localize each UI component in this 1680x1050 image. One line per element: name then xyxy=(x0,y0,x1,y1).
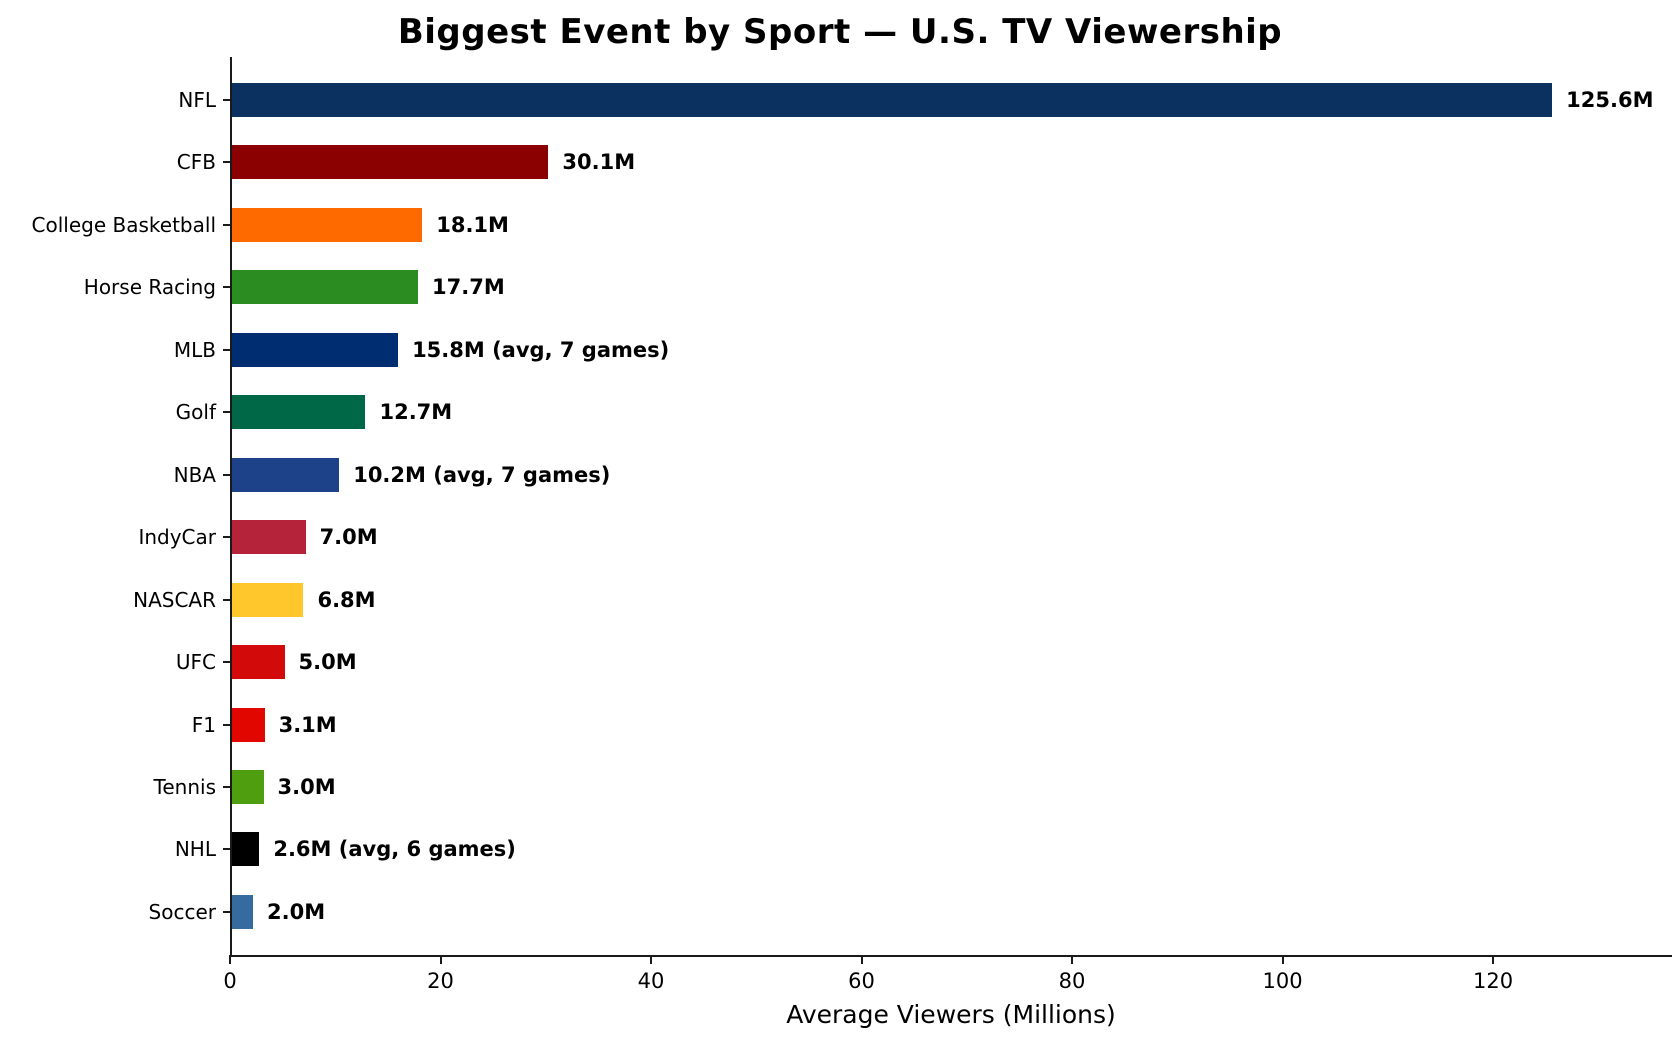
bar-row: MLB 15.8M (avg, 7 games) xyxy=(174,332,1672,367)
bar xyxy=(232,332,399,367)
y-axis-tick-mark xyxy=(223,536,232,539)
category-label: NHL xyxy=(174,837,216,862)
y-axis-tick-mark xyxy=(223,785,232,788)
x-axis-tick-label: 100 xyxy=(1262,969,1303,993)
x-axis-tick-mark xyxy=(439,955,442,964)
bar-value-label: 2.0M xyxy=(267,899,326,924)
y-axis-tick-mark xyxy=(223,910,232,913)
bar-value-label: 6.8M xyxy=(317,587,376,612)
category-label: NBA xyxy=(173,462,216,487)
y-axis-tick-mark xyxy=(223,848,232,851)
x-axis-ticks: 0 20 40 60 80 100 120 xyxy=(223,955,1672,1015)
category-label: NFL xyxy=(178,88,216,112)
bar xyxy=(232,207,423,242)
y-axis-tick-mark xyxy=(223,161,232,164)
category-label: F1 xyxy=(191,712,216,737)
bar-value-label: 18.1M xyxy=(436,212,509,237)
bar-row: Golf 12.7M xyxy=(176,395,1672,430)
category-label: Golf xyxy=(175,400,216,425)
bar-row: Tennis 3.0M xyxy=(154,769,1672,804)
x-axis-tick-label: 60 xyxy=(848,969,875,993)
category-label: Soccer xyxy=(148,899,216,924)
category-label: Tennis xyxy=(153,774,216,799)
x-axis-tick-mark xyxy=(860,955,863,964)
bar xyxy=(232,520,306,555)
y-axis-tick-mark xyxy=(223,99,232,101)
bar-value-label: 2.6M (avg, 6 games) xyxy=(273,837,516,862)
category-label: Horse Racing xyxy=(83,275,216,300)
bar-value-label: 5.0M xyxy=(298,650,357,675)
bar-value-label: 17.7M xyxy=(432,275,505,300)
bar xyxy=(232,645,285,680)
bar-value-label: 15.8M (avg, 7 games) xyxy=(412,337,670,362)
bar-rows: NFL 125.6M CFB 30.1M College Basketball 18.1M… xyxy=(32,57,1672,955)
x-axis-tick-mark xyxy=(229,955,231,964)
y-axis-tick-mark xyxy=(223,598,232,601)
bar-row: NBA 10.2M (avg, 7 games) xyxy=(174,457,1672,492)
category-label: UFC xyxy=(175,650,216,675)
bar-value-label: 3.1M xyxy=(278,712,337,737)
bar-value-label: 7.0M xyxy=(319,525,378,550)
y-axis-tick-mark xyxy=(223,411,232,414)
y-axis-tick-mark xyxy=(223,661,232,664)
category-label: MLB xyxy=(173,337,216,362)
bar xyxy=(232,395,366,430)
x-axis-tick-label: 120 xyxy=(1473,969,1514,993)
category-label: NASCAR xyxy=(133,587,216,612)
bar xyxy=(232,769,264,804)
bar-row: NFL 125.6M xyxy=(178,83,1672,117)
category-label: IndyCar xyxy=(138,525,216,550)
bar xyxy=(232,270,419,305)
x-axis-tick-label: 0 xyxy=(223,969,237,993)
bar-value-label: 3.0M xyxy=(277,774,336,799)
y-axis-tick-mark xyxy=(223,723,232,726)
bar xyxy=(232,707,265,742)
y-axis-tick-mark xyxy=(223,348,232,351)
y-axis-tick-mark xyxy=(223,223,232,226)
bar-row: IndyCar 7.0M xyxy=(138,520,1672,555)
x-axis-tick-label: 80 xyxy=(1058,969,1086,993)
bar-value-label: 125.6M xyxy=(1566,88,1654,112)
category-label: College Basketball xyxy=(31,212,216,237)
x-axis-tick-mark xyxy=(1281,955,1284,964)
x-axis-tick-mark xyxy=(1492,955,1495,964)
bar-row: NHL 2.6M (avg, 6 games) xyxy=(175,832,1672,867)
x-axis-tick-label: 20 xyxy=(427,969,454,993)
y-axis-tick-mark xyxy=(223,286,232,289)
x-axis-label: Average Viewers (Millions) xyxy=(786,1000,1116,1029)
x-axis-tick-mark xyxy=(1071,955,1074,964)
bar xyxy=(232,145,549,180)
bar xyxy=(232,83,1553,117)
bar-value-label: 10.2M (avg, 7 games) xyxy=(353,462,611,487)
y-axis-tick-mark xyxy=(223,473,232,476)
bar-row: Soccer 2.0M xyxy=(149,894,1672,929)
bar xyxy=(232,894,254,929)
bar-row: Horse Racing 17.7M xyxy=(84,270,1672,305)
bar xyxy=(232,832,260,867)
bar-row: UFC 5.0M xyxy=(176,645,1672,680)
bar-row: F1 3.1M xyxy=(192,707,1672,742)
bar-value-label: 30.1M xyxy=(562,150,636,175)
bar-value-label: 12.7M xyxy=(379,400,453,425)
x-axis-tick-mark xyxy=(650,955,653,964)
bar-row: CFB 30.1M xyxy=(177,145,1672,180)
bar xyxy=(232,582,304,617)
chart-title: Biggest Event by Sport — U.S. TV Viewers… xyxy=(397,12,1283,52)
x-axis-tick-label: 40 xyxy=(637,969,665,993)
plot-area: NFL 125.6M CFB 30.1M College Basketball 18.1M… xyxy=(32,57,1672,993)
category-label: CFB xyxy=(176,150,216,175)
bar-row: NASCAR 6.8M xyxy=(133,582,1672,617)
bar-row: College Basketball 18.1M xyxy=(32,207,1672,242)
bar xyxy=(232,457,340,492)
